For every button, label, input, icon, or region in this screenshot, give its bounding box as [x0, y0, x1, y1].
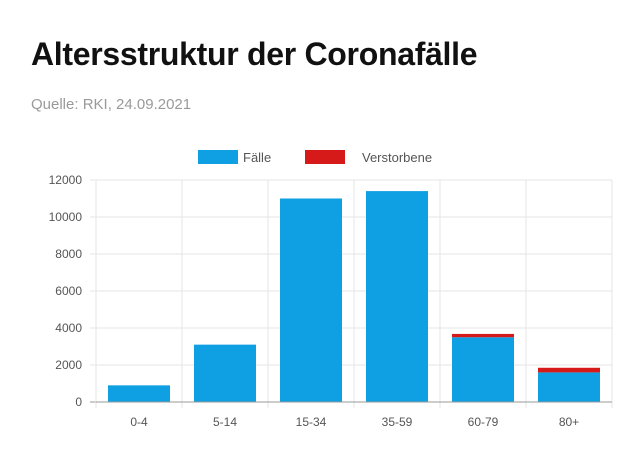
chart-title: Altersstruktur der Coronafälle	[31, 36, 478, 72]
x-tick-label: 60-79	[468, 415, 499, 429]
chart-grid	[90, 179, 613, 408]
chart-source: Quelle: RKI, 24.09.2021	[31, 96, 192, 113]
x-tick-label: 5-14	[213, 415, 237, 429]
bar-faelle-80+[interactable]	[538, 372, 600, 402]
y-tick-label: 12000	[49, 173, 83, 187]
bar-faelle-0-4[interactable]	[108, 385, 170, 402]
legend-label-faelle[interactable]: Fälle	[243, 150, 271, 165]
x-tick-label: 0-4	[130, 415, 148, 429]
bar-faelle-15-34[interactable]	[280, 198, 342, 403]
legend-swatch-faelle[interactable]	[198, 150, 238, 164]
legend-swatch-verstorbene[interactable]	[305, 150, 345, 164]
legend-label-verstorbene[interactable]: Verstorbene	[362, 150, 432, 165]
bar-faelle-35-59[interactable]	[366, 191, 428, 402]
y-tick-label: 8000	[55, 247, 82, 261]
y-tick-label: 4000	[55, 321, 82, 335]
bar-faelle-5-14[interactable]	[194, 344, 256, 402]
bar-verstorbene-80+[interactable]	[538, 367, 600, 373]
y-tick-label: 2000	[55, 358, 82, 372]
chart-legend: Fälle Verstorbene	[198, 150, 432, 165]
x-tick-label: 35-59	[382, 415, 413, 429]
bar-verstorbene-60-79[interactable]	[452, 333, 514, 338]
chart-axes: 0 2000 4000 6000 8000 10000 12000 0-4 5-14 15-34 3…	[49, 173, 612, 429]
x-tick-label: 80+	[559, 415, 579, 429]
y-tick-label: 6000	[55, 284, 82, 298]
chart-bars	[108, 191, 600, 402]
bar-faelle-60-79[interactable]	[452, 337, 514, 402]
y-tick-label: 10000	[49, 210, 83, 224]
y-tick-label: 0	[75, 395, 82, 409]
x-tick-label: 15-34	[296, 415, 327, 429]
